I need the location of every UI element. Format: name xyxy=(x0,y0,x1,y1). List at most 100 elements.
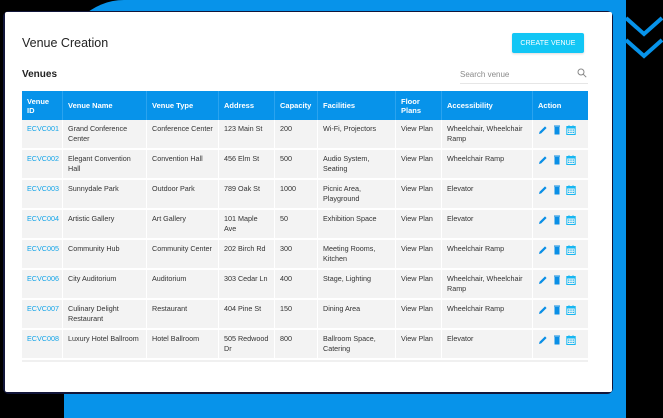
action-cell xyxy=(533,150,588,180)
view-plan-link[interactable]: View Plan xyxy=(396,120,442,150)
venue-capacity: 500 xyxy=(275,150,318,180)
venue-id-link[interactable]: ECVC004 xyxy=(27,214,59,223)
delete-icon[interactable] xyxy=(552,125,562,135)
view-plan-link[interactable]: View Plan xyxy=(396,300,442,330)
edit-icon[interactable] xyxy=(538,185,548,195)
delete-icon[interactable] xyxy=(552,155,562,165)
venue-name: Grand Conference Center xyxy=(63,120,147,150)
search-input[interactable] xyxy=(460,68,570,80)
venue-accessibility: Wheelchair Ramp xyxy=(442,240,533,270)
delete-icon[interactable] xyxy=(552,305,562,315)
calendar-icon[interactable] xyxy=(566,335,576,345)
view-plan-link[interactable]: View Plan xyxy=(396,240,442,270)
page-title: Venue Creation xyxy=(22,36,109,50)
venue-type: Convention Hall xyxy=(147,150,219,180)
view-plan-link[interactable]: View Plan xyxy=(396,150,442,180)
venue-address: 123 Main St xyxy=(219,120,275,150)
edit-icon[interactable] xyxy=(538,215,548,225)
venue-type: Art Gallery xyxy=(147,210,219,240)
venue-id-link[interactable]: ECVC005 xyxy=(27,244,59,253)
venue-facilities: Meeting Rooms, Kitchen xyxy=(318,240,396,270)
table-row: ECVC008 Luxury Hotel Ballroom Hotel Ball… xyxy=(22,330,588,360)
header-floor-plans[interactable]: Floor Plans xyxy=(396,91,442,120)
venue-capacity: 1000 xyxy=(275,180,318,210)
calendar-icon[interactable] xyxy=(566,275,576,285)
edit-icon[interactable] xyxy=(538,245,548,255)
view-plan-link[interactable]: View Plan xyxy=(396,270,442,300)
action-cell xyxy=(533,180,588,210)
delete-icon[interactable] xyxy=(552,185,562,195)
venue-address: 789 Oak St xyxy=(219,180,275,210)
header-address[interactable]: Address xyxy=(219,91,275,120)
venue-name: Culinary Delight Restaurant xyxy=(63,300,147,330)
edit-icon[interactable] xyxy=(538,155,548,165)
venue-id-link[interactable]: ECVC003 xyxy=(27,184,59,193)
header-venue-id[interactable]: Venue ID xyxy=(22,91,63,120)
venue-id-link[interactable]: ECVC002 xyxy=(27,154,59,163)
venue-id-link[interactable]: ECVC001 xyxy=(27,124,59,133)
venue-id-link[interactable]: ECVC006 xyxy=(27,274,59,283)
calendar-icon[interactable] xyxy=(566,305,576,315)
create-venue-button[interactable]: CREATE VENUE xyxy=(512,33,584,53)
venue-id-link[interactable]: ECVC008 xyxy=(27,334,59,343)
delete-icon[interactable] xyxy=(552,245,562,255)
venue-name: Sunnydale Park xyxy=(63,180,147,210)
venue-address: 404 Pine St xyxy=(219,300,275,330)
venue-capacity: 300 xyxy=(275,240,318,270)
header-capacity[interactable]: Capacity xyxy=(275,91,318,120)
calendar-icon[interactable] xyxy=(566,215,576,225)
venue-type: Outdoor Park xyxy=(147,180,219,210)
venue-accessibility: Elevator xyxy=(442,180,533,210)
view-plan-link[interactable]: View Plan xyxy=(396,330,442,360)
header-accessibility[interactable]: Accessibility xyxy=(442,91,533,120)
view-plan-link[interactable]: View Plan xyxy=(396,180,442,210)
table-row: ECVC001 Grand Conference Center Conferen… xyxy=(22,120,588,150)
venue-type: Conference Center xyxy=(147,120,219,150)
venue-capacity: 800 xyxy=(275,330,318,360)
edit-icon[interactable] xyxy=(538,305,548,315)
header-venue-type[interactable]: Venue Type xyxy=(147,91,219,120)
delete-icon[interactable] xyxy=(552,215,562,225)
venue-type: Hotel Ballroom xyxy=(147,330,219,360)
venue-type: Community Center xyxy=(147,240,219,270)
edit-icon[interactable] xyxy=(538,125,548,135)
venue-address: 101 Maple Ave xyxy=(219,210,275,240)
view-plan-link[interactable]: View Plan xyxy=(396,210,442,240)
venue-facilities: Picnic Area, Playground xyxy=(318,180,396,210)
venue-facilities: Ballroom Space, Catering xyxy=(318,330,396,360)
table-bottom-border xyxy=(22,360,588,362)
table-row: ECVC002 Elegant Convention Hall Conventi… xyxy=(22,150,588,180)
venue-capacity: 400 xyxy=(275,270,318,300)
calendar-icon[interactable] xyxy=(566,155,576,165)
venue-address: 505 Redwood Dr xyxy=(219,330,275,360)
action-cell xyxy=(533,300,588,330)
calendar-icon[interactable] xyxy=(566,185,576,195)
venue-name: Luxury Hotel Ballroom xyxy=(63,330,147,360)
table-header-row: Venue ID Venue Name Venue Type Address C… xyxy=(22,91,588,120)
delete-icon[interactable] xyxy=(552,335,562,345)
venue-facilities: Stage, Lighting xyxy=(318,270,396,300)
calendar-icon[interactable] xyxy=(566,125,576,135)
search-box xyxy=(460,66,588,84)
header-venue-name[interactable]: Venue Name xyxy=(63,91,147,120)
edit-icon[interactable] xyxy=(538,335,548,345)
venue-accessibility: Wheelchair Ramp xyxy=(442,150,533,180)
table-row: ECVC004 Artistic Gallery Art Gallery 101… xyxy=(22,210,588,240)
venue-accessibility: Elevator xyxy=(442,210,533,240)
search-icon[interactable] xyxy=(577,68,587,78)
table-row: ECVC006 City Auditorium Auditorium 303 C… xyxy=(22,270,588,300)
table-row: ECVC005 Community Hub Community Center 2… xyxy=(22,240,588,270)
action-cell xyxy=(533,120,588,150)
venue-name: City Auditorium xyxy=(63,270,147,300)
venue-accessibility: Wheelchair, Wheelchair Ramp xyxy=(442,270,533,300)
table-row: ECVC007 Culinary Delight Restaurant Rest… xyxy=(22,300,588,330)
venue-id-link[interactable]: ECVC007 xyxy=(27,304,59,313)
venue-name: Elegant Convention Hall xyxy=(63,150,147,180)
calendar-icon[interactable] xyxy=(566,245,576,255)
edit-icon[interactable] xyxy=(538,275,548,285)
header-facilities[interactable]: Facilities xyxy=(318,91,396,120)
action-cell xyxy=(533,240,588,270)
venue-name: Artistic Gallery xyxy=(63,210,147,240)
delete-icon[interactable] xyxy=(552,275,562,285)
venue-capacity: 150 xyxy=(275,300,318,330)
